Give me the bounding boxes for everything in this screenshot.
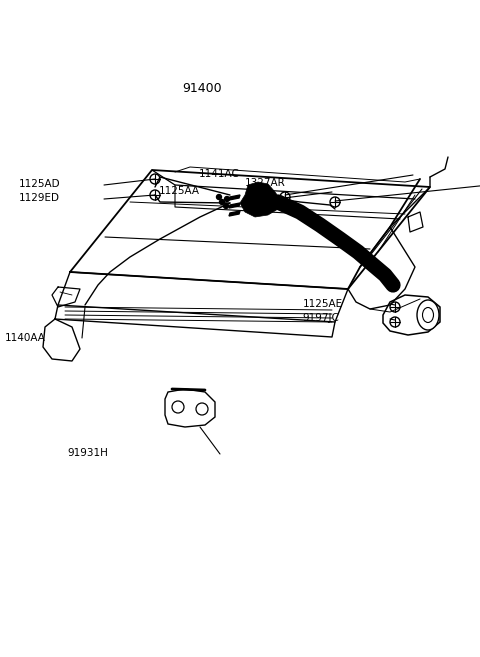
Text: 1129ED: 1129ED bbox=[19, 193, 60, 204]
Text: 1125AA: 1125AA bbox=[158, 185, 199, 196]
Text: 91400: 91400 bbox=[182, 82, 222, 95]
Text: 9197JC: 9197JC bbox=[302, 313, 339, 323]
Text: 1125AE: 1125AE bbox=[302, 298, 343, 309]
Polygon shape bbox=[229, 211, 240, 216]
Polygon shape bbox=[240, 182, 280, 217]
Text: 1140AA: 1140AA bbox=[5, 333, 46, 344]
Circle shape bbox=[219, 200, 225, 204]
Circle shape bbox=[224, 204, 228, 208]
Circle shape bbox=[216, 194, 221, 200]
Text: 91931H: 91931H bbox=[67, 448, 108, 459]
Polygon shape bbox=[165, 389, 215, 427]
Polygon shape bbox=[383, 295, 440, 335]
Polygon shape bbox=[229, 195, 240, 200]
Ellipse shape bbox=[422, 307, 433, 323]
Circle shape bbox=[225, 196, 229, 202]
Text: 1125AD: 1125AD bbox=[19, 179, 61, 189]
Polygon shape bbox=[229, 203, 240, 208]
Text: 1327AR: 1327AR bbox=[245, 177, 286, 188]
Text: 1141AC: 1141AC bbox=[199, 169, 240, 179]
Ellipse shape bbox=[417, 300, 439, 330]
